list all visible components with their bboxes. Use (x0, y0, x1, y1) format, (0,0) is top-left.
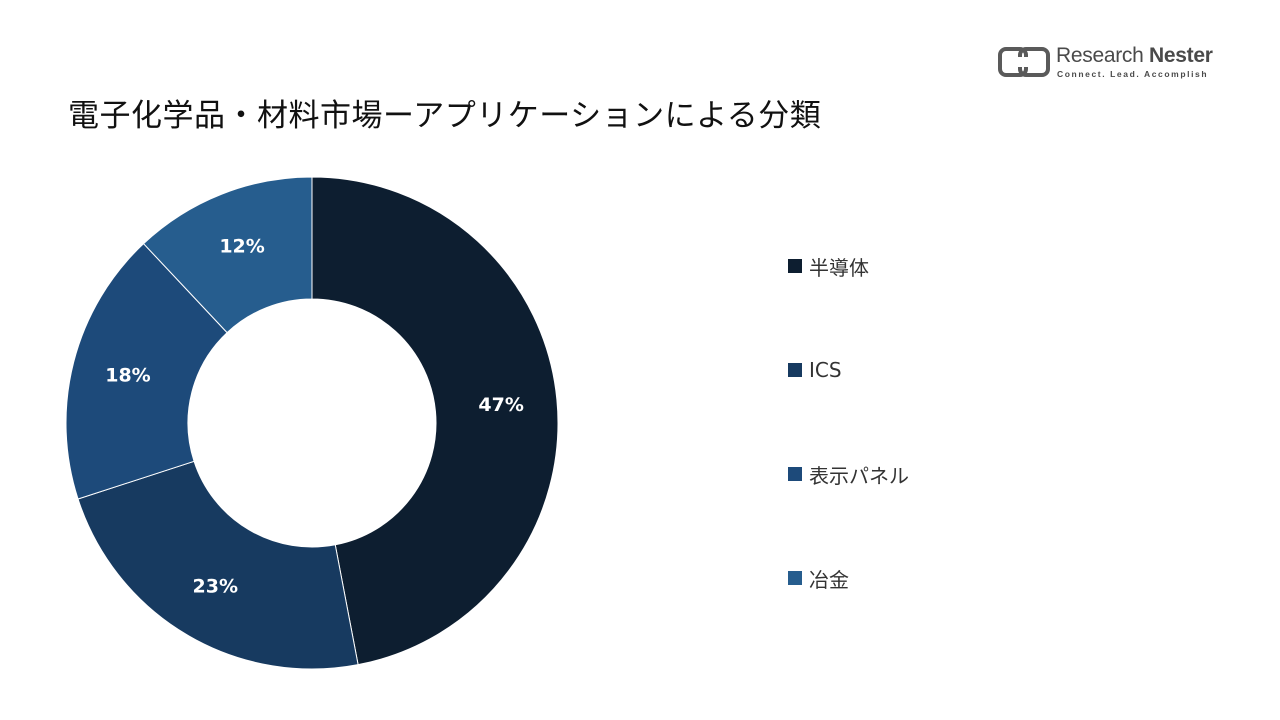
donut-value-labels: 47% 23% 18% 12% (105, 235, 524, 597)
research-nester-logo-icon (998, 47, 1050, 77)
legend-label: 表示パネル (809, 463, 909, 488)
research-nester-logo: Research Nester Connect. Lead. Accomplis… (998, 44, 1218, 84)
chart-legend: 半導体 ICS 表示パネル冶金 (788, 240, 909, 656)
legend-item-display-panel: 表示パネル (788, 448, 909, 500)
donut-slice-display-panel (65, 242, 228, 500)
slice-value-label-ics: 23% (193, 576, 238, 598)
logo-name: Research Nester (1056, 44, 1213, 68)
logo-name-part2: Nester (1149, 44, 1213, 67)
legend-item-ics: ICS (788, 344, 909, 396)
legend-swatch (788, 571, 802, 585)
slice-value-label-metallurgy: 12% (219, 235, 264, 257)
donut-slice-ics (77, 460, 359, 670)
legend-swatch (788, 363, 802, 377)
legend-item-semiconductor: 半導体 (788, 240, 909, 292)
page-title: 電子化学品・材料市場ーアプリケーションによる分類 (68, 98, 822, 134)
legend-swatch (788, 259, 802, 273)
logo-tagline: Connect. Lead. Accomplish (1057, 69, 1209, 79)
donut-slice-metallurgy (142, 176, 313, 334)
legend-item-metallurgy: 冶金 (788, 552, 909, 604)
legend-label: 冶金 (809, 567, 849, 592)
donut-slice-semiconductor (311, 176, 559, 666)
legend-label: ICS (809, 358, 842, 382)
logo-name-part1: Research (1056, 44, 1144, 67)
legend-label: 半導体 (809, 255, 869, 280)
legend-swatch (788, 467, 802, 481)
slice-value-label-display-panel: 18% (105, 365, 150, 387)
slice-value-label-semiconductor: 47% (478, 394, 523, 416)
donut-slices (65, 176, 559, 670)
